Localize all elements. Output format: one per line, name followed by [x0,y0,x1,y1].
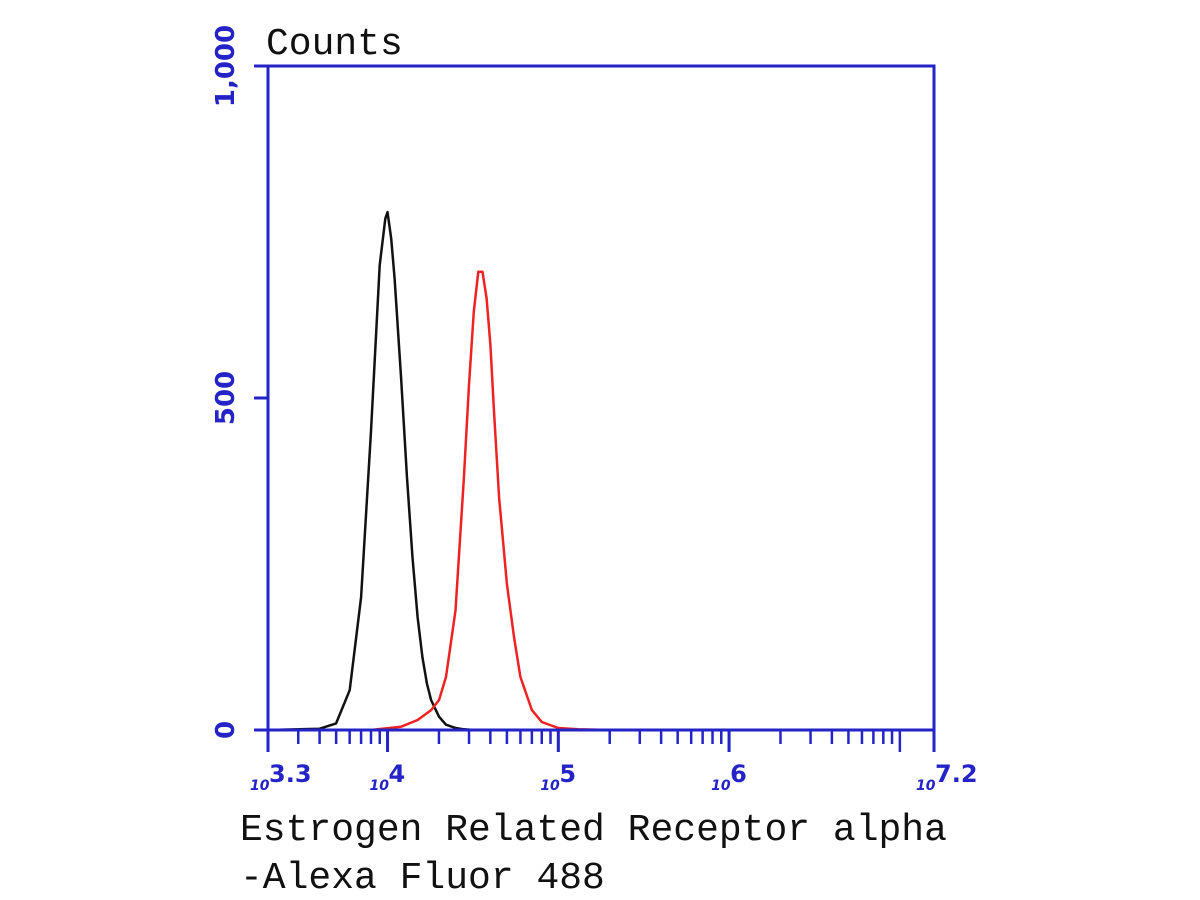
y-tick-label: 500 [211,371,241,425]
plot-frame [266,64,936,732]
x-tick-label-exponent: 7.2 [935,760,978,788]
x-tick-label-base: 10 [916,778,936,794]
x-axis-label-line-1: Estrogen Related Receptor alpha [240,809,947,852]
histogram-series-1 [268,210,507,732]
y-tick-label: 0 [211,721,241,739]
x-tick-label-exponent: 5 [559,760,576,788]
x-tick-label-exponent: 4 [389,760,406,788]
y-axis-label: Counts [266,23,403,66]
x-tick-label-base: 10 [711,778,731,794]
x-axis-label-line-2: -Alexa Fluor 488 [240,857,605,900]
x-tick-label-base: 10 [370,778,390,794]
y-tick-label: 1,000 [211,25,241,107]
x-tick-label-base: 10 [540,778,560,794]
histogram-series-2 [268,270,610,732]
x-tick-label-exponent: 3.3 [269,760,312,788]
x-tick-label-base: 10 [250,778,270,794]
x-tick-label-exponent: 6 [730,760,747,788]
